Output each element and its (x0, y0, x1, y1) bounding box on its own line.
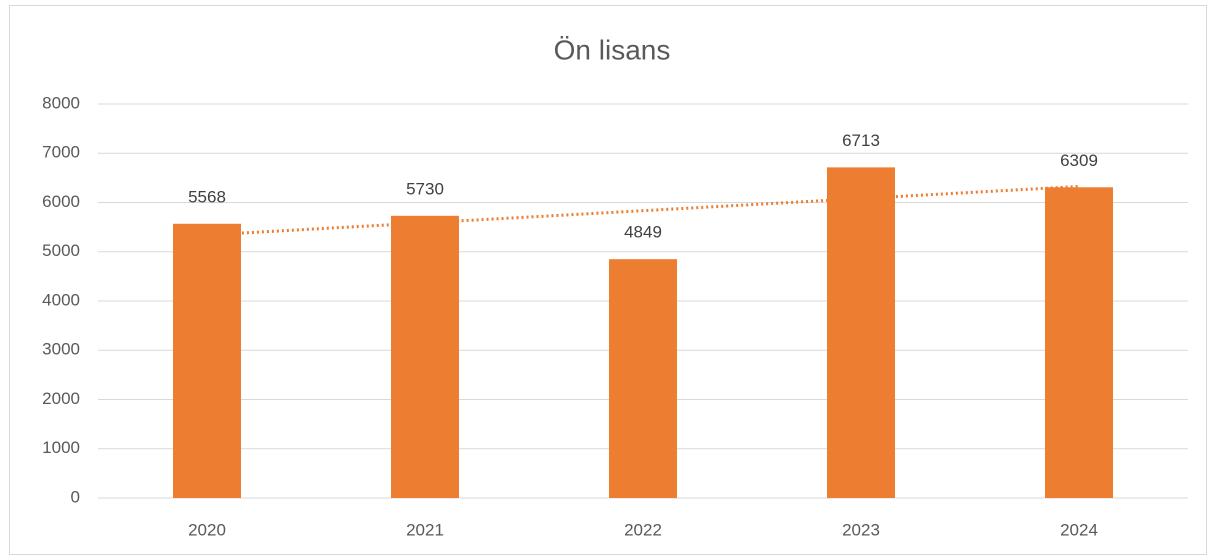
bar (391, 215, 459, 499)
x-tick-label: 2020 (188, 520, 226, 539)
y-tick-label: 0 (71, 487, 80, 506)
data-label: 5568 (188, 187, 226, 206)
y-tick-label: 7000 (42, 143, 80, 162)
data-label: 4849 (624, 223, 662, 242)
trendline (206, 184, 1080, 237)
data-label: 5730 (406, 179, 444, 198)
y-tick-label: 5000 (42, 241, 80, 260)
y-tick-label: 4000 (42, 290, 80, 309)
y-tick-label: 3000 (42, 340, 80, 359)
bar (1045, 187, 1113, 499)
x-tick-label: 2023 (842, 520, 880, 539)
x-tick-label: 2022 (624, 520, 662, 539)
bar (827, 167, 895, 498)
data-label: 6309 (1060, 151, 1098, 170)
bar (609, 259, 677, 498)
data-label: 6713 (842, 131, 880, 150)
chart-title: Ön lisans (554, 34, 671, 65)
y-tick-label: 2000 (42, 389, 80, 408)
x-tick-label: 2024 (1060, 520, 1098, 539)
x-tick-label: 2021 (406, 520, 444, 539)
bar (173, 223, 241, 498)
y-tick-label: 6000 (42, 192, 80, 211)
y-tick-label: 1000 (42, 438, 80, 457)
y-tick-label: 8000 (42, 93, 80, 112)
